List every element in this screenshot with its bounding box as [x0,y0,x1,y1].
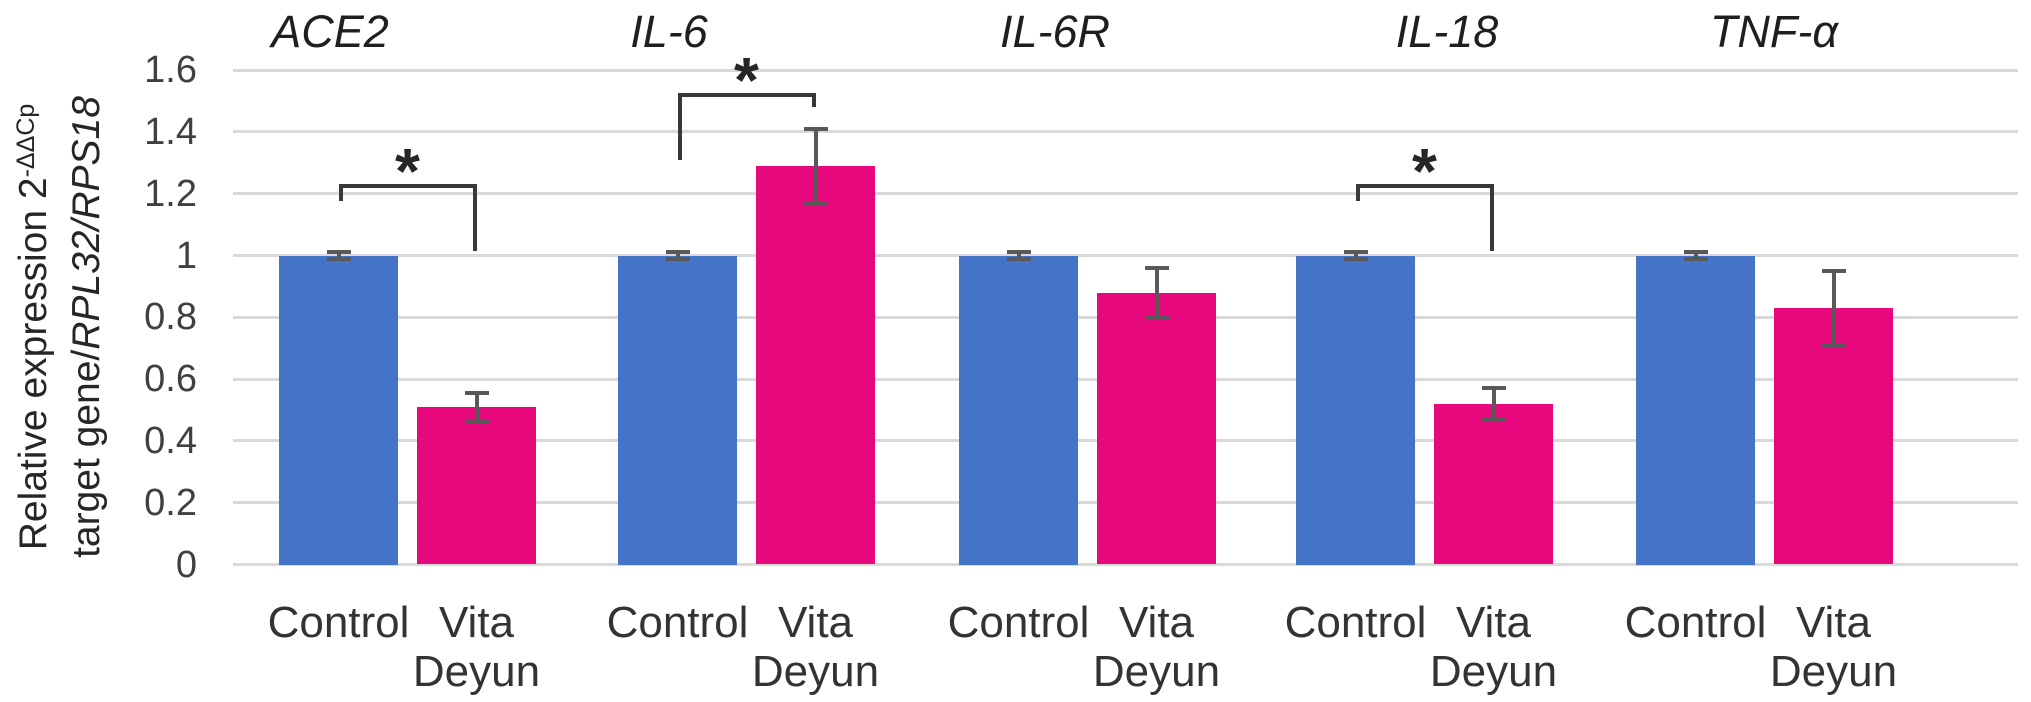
error-bar-cap-top [464,391,489,395]
sig-bracket-right-tick [1489,184,1494,251]
error-bar-line [1693,252,1698,259]
x-label-treatment-5: Vita Deyun [1769,598,1898,696]
y-tick-label: 0.6 [144,358,197,401]
x-label-control-5: Control [1624,598,1767,647]
error-bar-cap-bottom [1683,256,1708,261]
error-bar-cap-bottom [1343,256,1368,261]
bar-treatment-5 [1774,308,1893,565]
error-bar-cap-top [803,126,828,131]
x-label-treatment-2: Vita Deyun [751,598,880,696]
error-bar-line [1491,388,1496,420]
error-bar-cap-bottom [1006,256,1031,261]
error-bar-cap-bottom [803,200,828,205]
sig-bracket-left-tick [677,93,682,160]
category-title-3: IL-6R [999,6,1111,57]
sig-bracket-horizontal [677,93,816,98]
error-bar-line [1353,252,1358,259]
category-title-2: IL-6 [630,6,708,57]
error-bar-cap-top [1821,268,1846,273]
bar-control-2 [618,255,737,565]
gridline [233,192,2018,196]
error-bar-cap-bottom [665,256,690,261]
y-tick-label: 1 [175,234,197,277]
significance-asterisk: * [1412,135,1437,208]
y-tick-label: 1.6 [144,49,197,92]
category-title-4: IL-18 [1395,6,1499,57]
x-label-treatment-4: Vita Deyun [1429,598,1558,696]
sig-bracket-left-tick [1355,184,1360,202]
gridline [233,563,2018,566]
error-bar-cap-top [1006,250,1031,255]
x-label-control-2: Control [606,598,749,647]
sig-bracket-horizontal [1355,184,1494,189]
x-label-control-4: Control [1284,598,1427,647]
sig-bracket-right-tick [811,93,816,108]
bar-control-3 [959,255,1078,565]
gridline [233,130,2018,134]
y-tick-label: 0.4 [144,419,197,462]
error-bar-cap-top [665,250,690,255]
significance-asterisk: * [395,135,420,208]
x-label-control-1: Control [267,598,410,647]
sig-bracket-right-tick [472,184,477,251]
y-tick-label: 0.8 [144,296,197,339]
error-bar-line [1831,270,1836,346]
error-bar-line [813,128,818,203]
error-bar-line [1016,252,1021,259]
error-bar-cap-bottom [1821,343,1846,348]
y-tick-label: 1.2 [144,172,197,215]
bar-treatment-2 [756,165,875,565]
bar-control-1 [279,255,398,565]
error-bar-line [675,252,680,259]
significance-asterisk: * [734,44,759,117]
bar-treatment-4 [1434,403,1553,565]
y-tick-label: 0.2 [144,481,197,524]
error-bar-cap-top [1683,250,1708,255]
category-title-5: TNF-α [1709,6,1839,57]
sig-bracket-left-tick [338,184,343,202]
error-bar-cap-bottom [326,256,351,261]
error-bar-cap-top [326,250,351,255]
error-bar-cap-bottom [1144,315,1169,320]
error-bar-line [474,393,479,421]
error-bar-cap-bottom [464,418,489,423]
x-label-treatment-1: Vita Deyun [412,598,541,696]
bar-treatment-3 [1097,292,1216,565]
error-bar-cap-bottom [1481,417,1506,422]
sig-bracket-horizontal [338,184,477,189]
error-bar-cap-top [1144,265,1169,270]
error-bar-line [1154,267,1159,318]
x-label-control-3: Control [947,598,1090,647]
bar-treatment-1 [417,406,536,565]
x-label-treatment-3: Vita Deyun [1092,598,1221,696]
y-tick-label: 0 [175,543,197,586]
category-title-1: ACE2 [271,6,389,57]
error-bar-cap-top [1481,386,1506,391]
bar-control-4 [1296,255,1415,565]
gridline [233,68,2018,72]
y-tick-label: 1.4 [144,110,197,153]
error-bar-line [336,252,341,259]
error-bar-cap-top [1343,250,1368,255]
gridline [233,254,2018,257]
bar-control-5 [1636,255,1755,565]
